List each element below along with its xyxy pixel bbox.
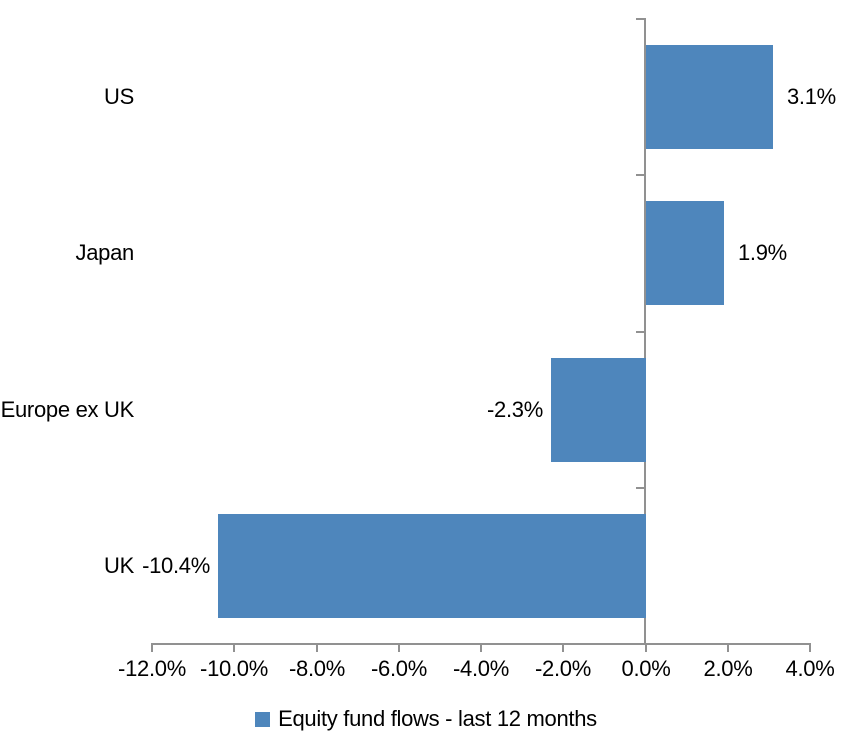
x-axis-tick <box>233 643 235 652</box>
x-axis-tick <box>645 643 647 652</box>
data-label-japan: 1.9% <box>738 240 787 265</box>
legend-series-marker-icon <box>255 711 271 727</box>
category-label-japan: Japan <box>75 240 135 265</box>
legend: Equity fund flows - last 12 months <box>0 703 852 735</box>
bar-europe-ex-uk <box>551 358 646 462</box>
x-axis-tick-label: -12.0% <box>118 656 186 681</box>
x-axis-tick <box>809 643 811 652</box>
bar-us <box>646 45 773 149</box>
x-axis-tick <box>151 643 153 652</box>
data-label-us: 3.1% <box>787 84 836 109</box>
x-axis-tick-label: 0.0% <box>621 656 671 681</box>
x-axis-tick-label: -4.0% <box>453 656 509 681</box>
category-label-europe-ex-uk: Europe ex UK <box>0 397 135 422</box>
x-axis-tick <box>480 643 482 652</box>
category-label-uk: UK <box>104 553 134 578</box>
category-boundary-tick <box>636 174 646 176</box>
x-axis-tick-label: -8.0% <box>289 656 345 681</box>
data-label-europe-ex-uk: -2.3% <box>487 397 543 422</box>
category-boundary-tick <box>636 18 646 20</box>
x-axis-tick-label: -10.0% <box>200 656 268 681</box>
x-axis-tick-label: -6.0% <box>371 656 427 681</box>
category-label-us: US <box>104 84 134 109</box>
data-label-uk: -10.4% <box>142 553 210 578</box>
x-axis-tick <box>398 643 400 652</box>
category-boundary-tick <box>636 331 646 333</box>
x-axis-tick <box>316 643 318 652</box>
bar-uk <box>218 514 646 618</box>
bar-japan <box>646 201 724 305</box>
x-axis-tick-label: -2.0% <box>535 656 591 681</box>
category-boundary-tick <box>636 487 646 489</box>
x-axis-tick-label: 2.0% <box>703 656 753 681</box>
x-axis-tick <box>562 643 564 652</box>
x-axis-tick-label: 4.0% <box>785 656 835 681</box>
x-axis-tick <box>727 643 729 652</box>
legend-series-label: Equity fund flows - last 12 months <box>278 706 597 731</box>
